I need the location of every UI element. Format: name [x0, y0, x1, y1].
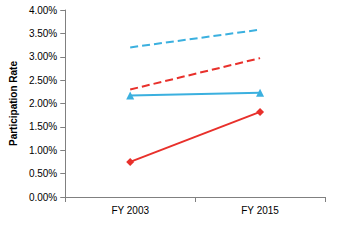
svg-text:1.00%: 1.00% — [29, 145, 57, 156]
svg-text:1.50%: 1.50% — [29, 121, 57, 132]
svg-text:2.50%: 2.50% — [29, 75, 57, 86]
svg-text:4.00%: 4.00% — [29, 5, 57, 16]
svg-text:0.50%: 0.50% — [29, 168, 57, 179]
svg-text:FY 2015: FY 2015 — [241, 205, 279, 216]
svg-text:2.00%: 2.00% — [29, 98, 57, 109]
svg-text:3.00%: 3.00% — [29, 51, 57, 62]
svg-text:FY 2003: FY 2003 — [111, 205, 149, 216]
svg-text:0.00%: 0.00% — [29, 192, 57, 203]
svg-text:3.50%: 3.50% — [29, 28, 57, 39]
svg-text:Participation Rate: Participation Rate — [8, 61, 19, 146]
